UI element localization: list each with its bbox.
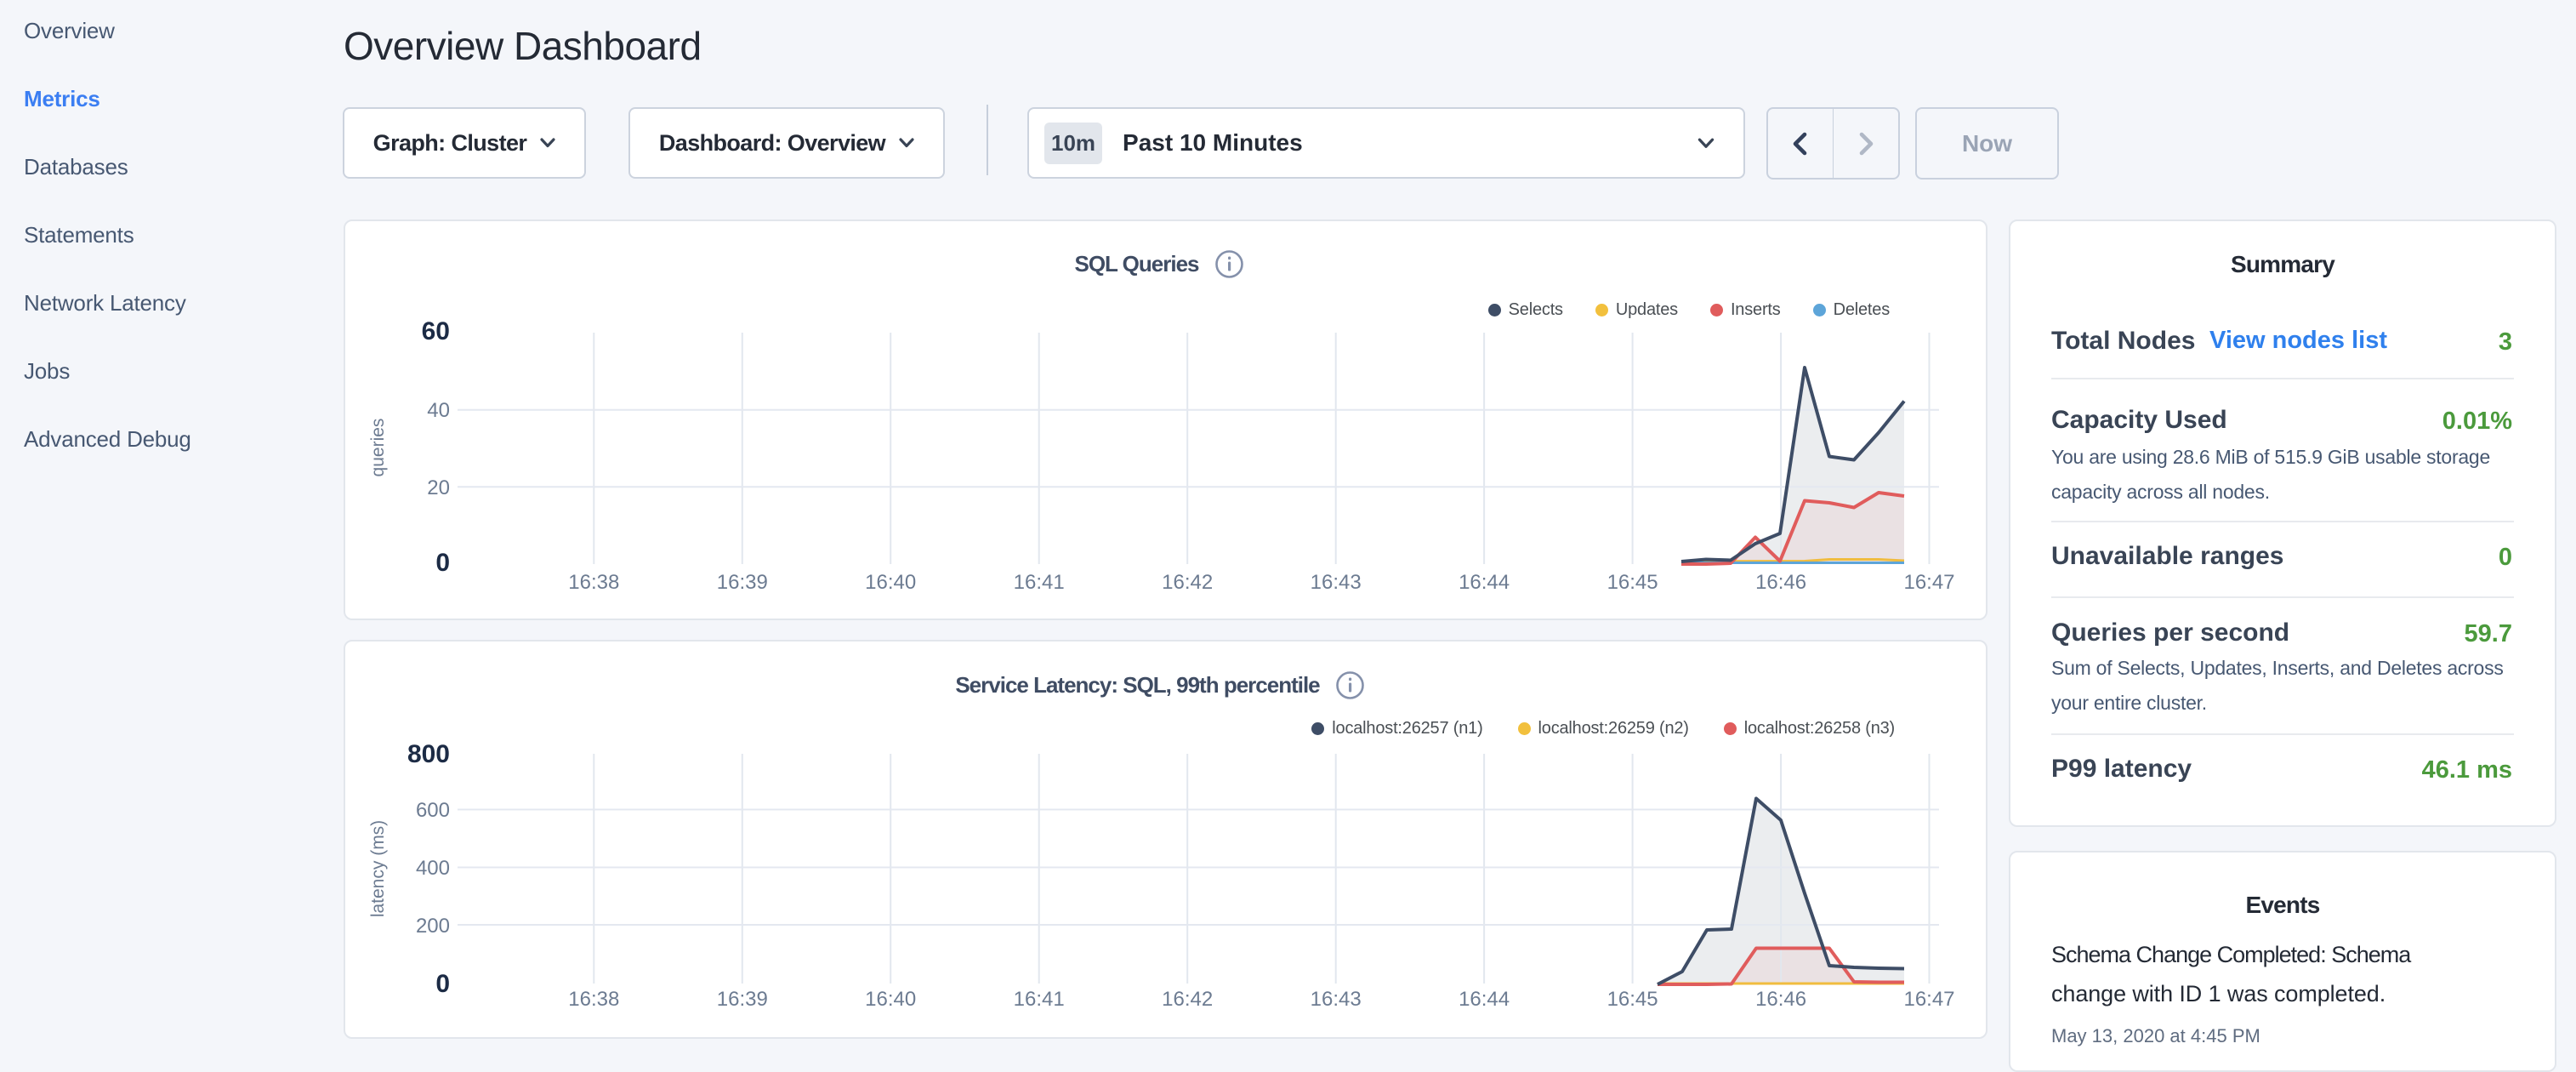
svg-text:400: 400 — [416, 857, 450, 880]
svg-text:16:45: 16:45 — [1607, 571, 1658, 594]
svg-text:0: 0 — [435, 970, 450, 998]
svg-text:800: 800 — [407, 740, 450, 768]
svg-text:16:44: 16:44 — [1459, 571, 1510, 594]
svg-text:16:38: 16:38 — [568, 988, 619, 1011]
svg-text:600: 600 — [416, 799, 450, 822]
svg-text:40: 40 — [427, 399, 450, 422]
svg-text:16:46: 16:46 — [1755, 571, 1806, 594]
svg-text:16:44: 16:44 — [1459, 988, 1510, 1011]
svg-text:16:40: 16:40 — [865, 571, 916, 594]
svg-text:16:40: 16:40 — [865, 988, 916, 1011]
svg-text:16:42: 16:42 — [1162, 988, 1213, 1011]
svg-text:0: 0 — [435, 549, 450, 577]
svg-text:20: 20 — [427, 476, 450, 499]
svg-text:16:38: 16:38 — [568, 571, 619, 594]
svg-text:200: 200 — [416, 915, 450, 938]
svg-text:16:46: 16:46 — [1755, 988, 1806, 1011]
svg-text:16:41: 16:41 — [1014, 571, 1065, 594]
svg-text:latency (ms): latency (ms) — [368, 820, 388, 917]
svg-text:16:43: 16:43 — [1311, 571, 1362, 594]
svg-text:16:47: 16:47 — [1903, 571, 1954, 594]
svg-text:queries: queries — [368, 419, 388, 477]
svg-text:16:47: 16:47 — [1903, 988, 1954, 1011]
svg-text:16:39: 16:39 — [717, 571, 768, 594]
svg-text:16:41: 16:41 — [1014, 988, 1065, 1011]
svg-text:16:42: 16:42 — [1162, 571, 1213, 594]
svg-text:16:39: 16:39 — [717, 988, 768, 1011]
svg-text:16:45: 16:45 — [1607, 988, 1658, 1011]
svg-text:60: 60 — [422, 317, 450, 345]
svg-text:16:43: 16:43 — [1311, 988, 1362, 1011]
